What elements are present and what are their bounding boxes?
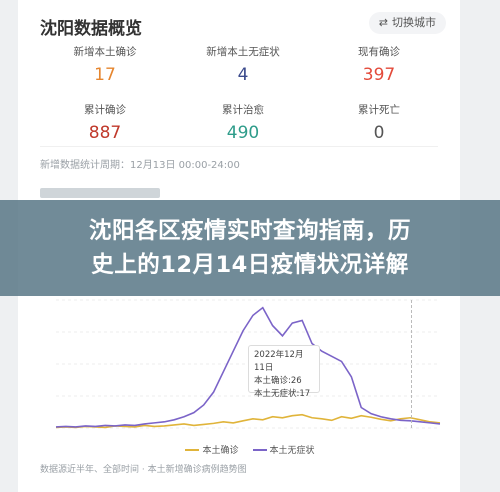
stat-label: 累计死亡 bbox=[358, 104, 400, 116]
overview-card: 沈阳数据概览 ⇄ 切换城市 新增本土确诊 17 新增本土无症状 4 现有确诊 3… bbox=[18, 0, 460, 185]
chart-source-note: 数据源近半年、全部时间 · 本土新增确诊病例趋势图 bbox=[40, 465, 247, 475]
legend-item-asymptomatic[interactable]: 本土无症状 bbox=[252, 443, 315, 456]
stat-label: 累计确诊 bbox=[84, 104, 126, 116]
stat-new-local-confirmed: 新增本土确诊 17 bbox=[40, 44, 170, 85]
chart-legend: 本土确诊 本土无症状 bbox=[0, 443, 500, 456]
chart-tooltip: 2022年12月11日 本土确诊:26 本土无症状:17 bbox=[248, 345, 320, 399]
switch-city-button[interactable]: ⇄ 切换城市 bbox=[368, 12, 446, 34]
stat-label: 新增本土确诊 bbox=[73, 46, 137, 58]
headline-line-2: 史上的12月14日疫情状况详解 bbox=[91, 252, 409, 278]
overview-title: 沈阳数据概览 bbox=[40, 19, 142, 39]
stat-label: 累计治愈 bbox=[222, 104, 264, 116]
stat-value: 4 bbox=[237, 65, 249, 85]
stats-period: 新增数据统计周期：12月13日 00:00-24:00 bbox=[40, 160, 240, 171]
switch-city-label: 切换城市 bbox=[392, 16, 436, 29]
chart-cursor-line bbox=[411, 300, 413, 428]
divider bbox=[40, 146, 438, 147]
stat-label: 新增本土无症状 bbox=[206, 46, 280, 58]
headline-banner: 沈阳各区疫情实时查询指南，历 史上的12月14日疫情状况详解 bbox=[0, 200, 500, 296]
series-line-asymptomatic bbox=[55, 306, 441, 428]
stat-label: 现有确诊 bbox=[358, 46, 400, 58]
stat-value: 0 bbox=[373, 123, 385, 143]
legend-item-confirmed[interactable]: 本土确诊 bbox=[185, 443, 239, 456]
stat-total-confirmed: 累计确诊 887 bbox=[40, 102, 170, 143]
legend-label: 本土无症状 bbox=[269, 446, 315, 456]
stat-value: 397 bbox=[362, 65, 396, 85]
legend-label: 本土确诊 bbox=[202, 446, 239, 456]
stat-value: 887 bbox=[88, 123, 122, 143]
tooltip-asymptomatic: 本土无症状:17 bbox=[254, 389, 311, 399]
swap-icon: ⇄ bbox=[378, 16, 388, 29]
legend-swatch bbox=[185, 448, 200, 451]
stat-current-confirmed: 现有确诊 397 bbox=[314, 44, 444, 85]
stat-total-deaths: 累计死亡 0 bbox=[314, 102, 444, 143]
trend-card-header bbox=[40, 188, 160, 198]
stat-new-local-asymptomatic: 新增本土无症状 4 bbox=[178, 44, 308, 85]
stat-value: 17 bbox=[94, 65, 116, 85]
headline-line-1: 沈阳各区疫情实时查询指南，历 bbox=[88, 218, 411, 244]
tooltip-confirmed: 本土确诊:26 bbox=[254, 376, 302, 386]
legend-swatch bbox=[252, 448, 267, 451]
tooltip-date: 2022年12月11日 bbox=[254, 350, 304, 373]
stat-value: 490 bbox=[226, 123, 260, 143]
stat-total-cured: 累计治愈 490 bbox=[178, 102, 308, 143]
